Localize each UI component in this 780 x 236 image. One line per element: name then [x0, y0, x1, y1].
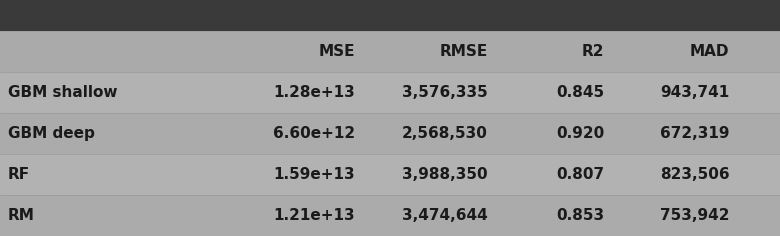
Text: 1.21e+13: 1.21e+13 [273, 208, 355, 223]
Text: 2,568,530: 2,568,530 [402, 126, 488, 141]
Text: 0.807: 0.807 [556, 167, 604, 182]
Text: R2: R2 [582, 44, 604, 59]
Bar [0, 72, 780, 113]
Text: 6.60e+12: 6.60e+12 [273, 126, 355, 141]
Text: RMSE: RMSE [439, 44, 488, 59]
Text: 1.28e+13: 1.28e+13 [273, 85, 355, 100]
Bar [0, 154, 780, 195]
Text: 753,942: 753,942 [660, 208, 729, 223]
Text: 823,506: 823,506 [660, 167, 729, 182]
Text: GBM deep: GBM deep [8, 126, 94, 141]
Text: 3,988,350: 3,988,350 [402, 167, 488, 182]
Text: MAD: MAD [690, 44, 729, 59]
Bar [0, 31, 780, 72]
Text: RM: RM [8, 208, 34, 223]
Text: 0.853: 0.853 [556, 208, 604, 223]
Text: 3,474,644: 3,474,644 [402, 208, 488, 223]
Text: RF: RF [8, 167, 30, 182]
Bar [0, 113, 780, 154]
Text: MSE: MSE [318, 44, 355, 59]
Text: GBM shallow: GBM shallow [8, 85, 117, 100]
Text: 943,741: 943,741 [660, 85, 729, 100]
Bar [0, 0, 780, 31]
Text: 3,576,335: 3,576,335 [402, 85, 488, 100]
Text: 672,319: 672,319 [660, 126, 729, 141]
Text: 0.920: 0.920 [556, 126, 604, 141]
Text: 1.59e+13: 1.59e+13 [273, 167, 355, 182]
Text: 0.845: 0.845 [556, 85, 604, 100]
Bar [0, 195, 780, 236]
